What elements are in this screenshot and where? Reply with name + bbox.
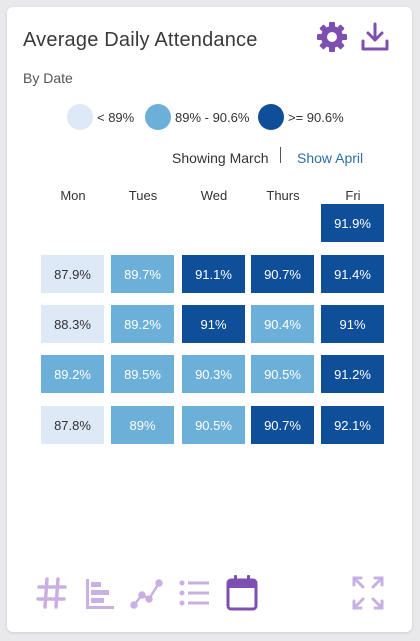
show-april-link[interactable]: Show April xyxy=(297,150,364,166)
legend-item-mid: 89% - 90.6% xyxy=(145,104,249,130)
legend-swatch xyxy=(67,104,93,130)
view-number-button[interactable] xyxy=(35,573,69,613)
legend-label: >= 90.6% xyxy=(288,109,344,125)
current-month-label: Showing March xyxy=(172,150,269,166)
calendar-day-cell[interactable]: 91.2% xyxy=(321,355,384,393)
calendar-day-cell[interactable]: 90.5% xyxy=(251,355,314,393)
legend-label: < 89% xyxy=(97,109,135,125)
calendar-day-cell[interactable]: 91% xyxy=(321,305,384,343)
expand-icon xyxy=(352,576,384,610)
view-line-chart-button[interactable] xyxy=(130,573,164,613)
settings-button[interactable] xyxy=(316,21,348,53)
expand-button[interactable] xyxy=(351,573,385,613)
legend-item-low: < 89% xyxy=(67,104,134,130)
view-calendar-button[interactable] xyxy=(225,573,259,613)
attendance-card: Average Daily Attendance By Date xyxy=(7,7,412,632)
calendar-day-cell[interactable]: 89.7% xyxy=(111,255,174,293)
calendar-day-cell[interactable]: 89.2% xyxy=(41,355,104,393)
calendar-day-cell[interactable]: 90.3% xyxy=(182,355,245,393)
day-header: Fri xyxy=(345,188,361,203)
line-chart-icon xyxy=(130,579,163,609)
calendar-day-cell[interactable]: 91% xyxy=(182,305,245,343)
calendar-day-cell[interactable]: 90.5% xyxy=(182,406,245,444)
calendar-day-cell[interactable]: 87.9% xyxy=(41,255,104,293)
calendar-day-cell[interactable]: 91.4% xyxy=(321,255,384,293)
calendar-day-cell[interactable]: 90.7% xyxy=(251,255,314,293)
day-header: Tues xyxy=(128,188,158,203)
legend: < 89% 89% - 90.6% >= 90.6% xyxy=(7,104,412,134)
calendar-day-cell[interactable]: 91.1% xyxy=(182,255,245,293)
calendar-day-cell[interactable]: 89.5% xyxy=(111,355,174,393)
calendar-day-cell[interactable]: 91.9% xyxy=(321,204,384,242)
legend-swatch xyxy=(145,104,171,130)
day-header: Mon xyxy=(60,188,86,203)
day-header: Thurs xyxy=(266,188,300,203)
calendar-day-cell[interactable]: 89.2% xyxy=(111,305,174,343)
hash-icon xyxy=(36,577,67,609)
gear-icon xyxy=(317,22,347,52)
legend-item-high: >= 90.6% xyxy=(258,104,344,130)
calendar-day-cell[interactable]: 90.4% xyxy=(251,305,314,343)
calendar-day-cell[interactable]: 90.7% xyxy=(251,406,314,444)
view-bar-chart-button[interactable] xyxy=(83,573,117,613)
calendar-day-cell[interactable]: 88.3% xyxy=(41,305,104,343)
card-title: Average Daily Attendance xyxy=(23,29,258,51)
legend-swatch xyxy=(258,104,284,130)
calendar-day-cell[interactable]: 87.8% xyxy=(41,406,104,444)
calendar-day-cell[interactable]: 92.1% xyxy=(321,406,384,444)
legend-label: 89% - 90.6% xyxy=(175,109,250,125)
view-list-button[interactable] xyxy=(177,573,211,613)
list-icon xyxy=(179,580,209,606)
day-header: Wed xyxy=(200,188,228,203)
card-subtitle: By Date xyxy=(23,70,73,86)
month-switch: Showing March Show April xyxy=(7,147,412,170)
download-icon xyxy=(361,22,389,51)
divider xyxy=(280,147,281,163)
download-button[interactable] xyxy=(360,21,390,53)
calendar-icon xyxy=(226,575,258,611)
calendar-day-cell[interactable]: 89% xyxy=(111,406,174,444)
bar-chart-icon xyxy=(86,579,114,609)
